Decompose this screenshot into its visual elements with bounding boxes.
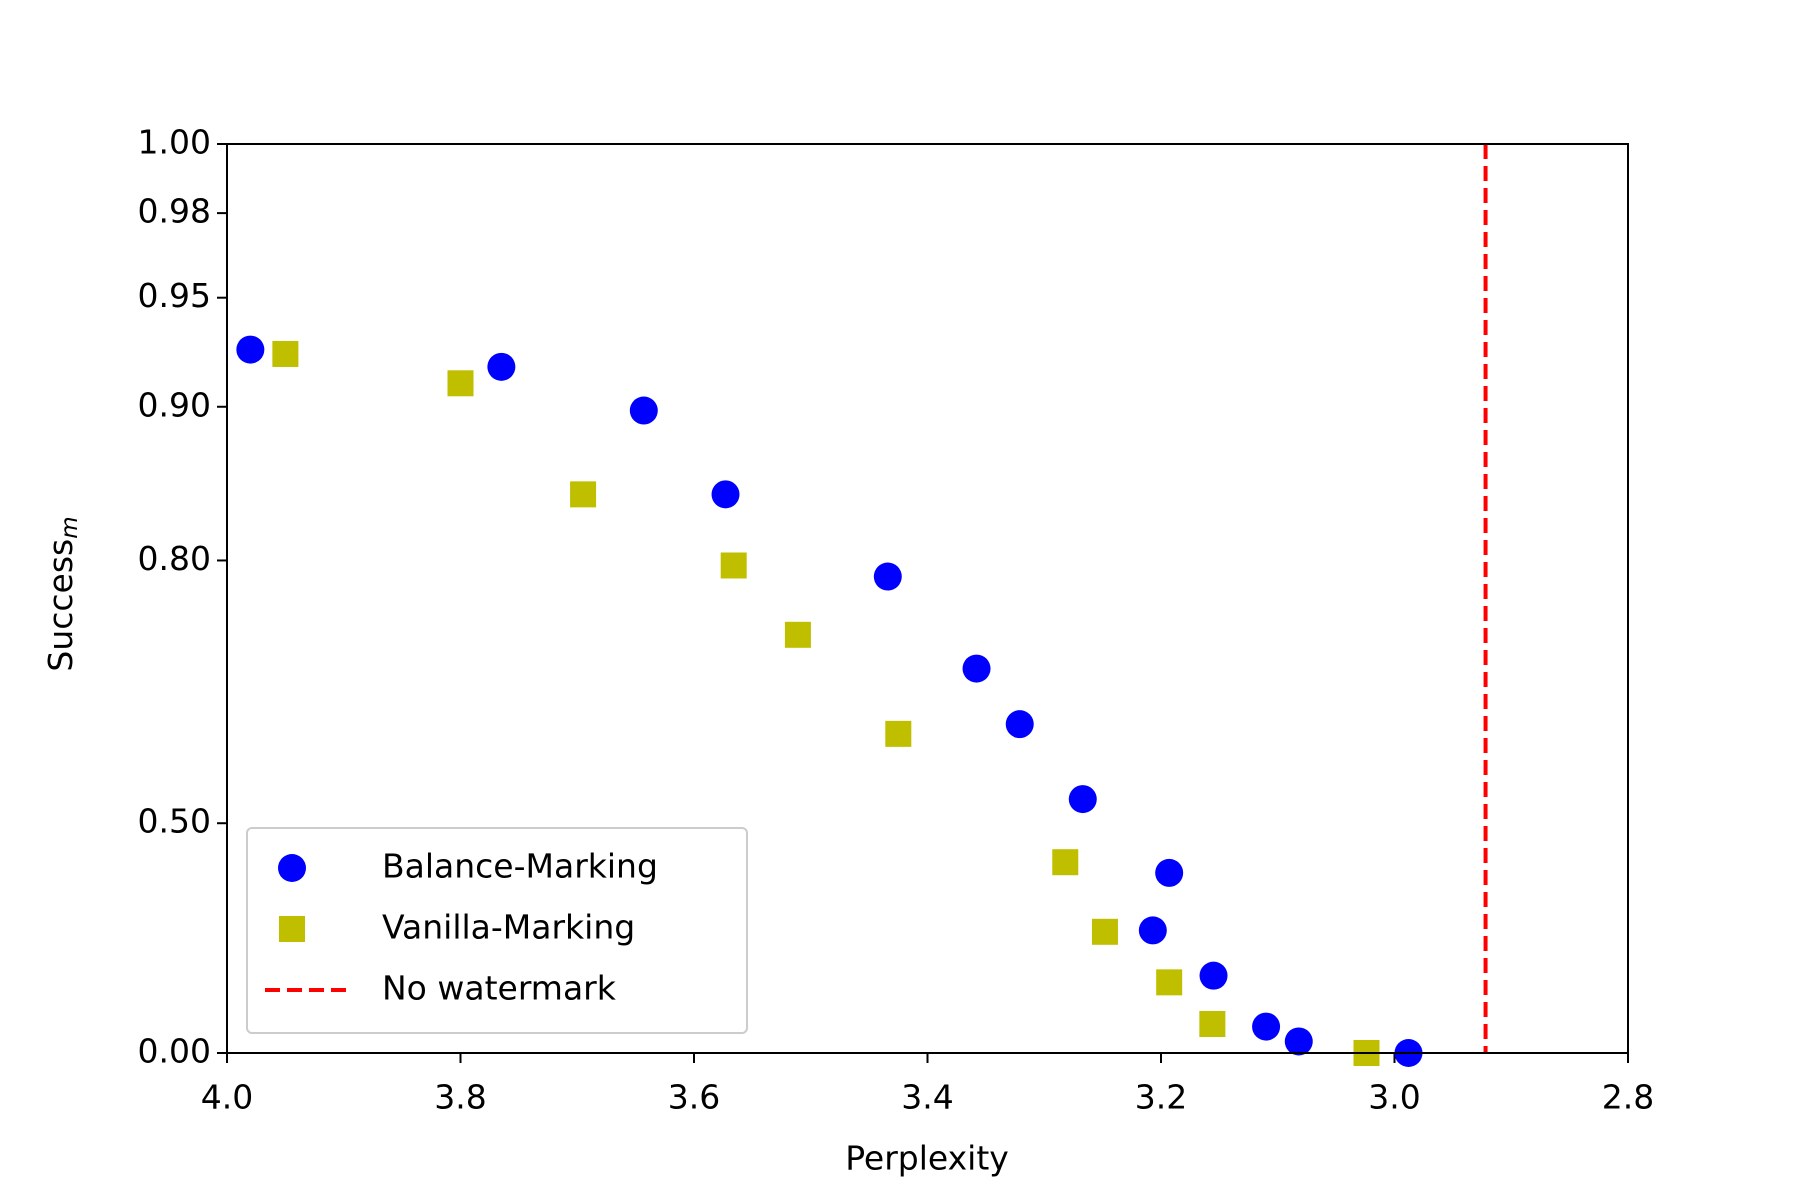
y-tick-label: 0.50 xyxy=(138,802,211,841)
y-axis-label-subscript: m xyxy=(57,516,83,538)
legend-box xyxy=(246,827,748,1034)
x-tick-label: 4.0 xyxy=(201,1078,253,1117)
data-point xyxy=(447,370,474,397)
data-point xyxy=(962,654,991,683)
data-point xyxy=(1199,1011,1226,1038)
legend-label: Vanilla-Marking xyxy=(382,908,635,947)
legend-label: Balance-Marking xyxy=(382,847,658,886)
data-point xyxy=(1252,1012,1281,1041)
data-point xyxy=(1052,849,1079,876)
data-point xyxy=(236,335,265,364)
data-point xyxy=(720,552,747,579)
data-point xyxy=(1138,916,1167,945)
y-tick-label: 0.98 xyxy=(138,192,211,231)
legend-marker xyxy=(279,916,305,942)
x-tick-label: 2.8 xyxy=(1602,1078,1654,1117)
x-tick-label: 3.2 xyxy=(1135,1078,1187,1117)
data-point xyxy=(1284,1027,1313,1056)
plot-frame xyxy=(226,143,1629,1054)
y-tick-label: 0.80 xyxy=(138,539,211,578)
data-point xyxy=(885,720,912,747)
y-axis-label-main: Success xyxy=(41,539,80,672)
y-tick-label: 0.00 xyxy=(138,1032,211,1071)
data-point xyxy=(711,480,740,509)
data-point xyxy=(784,621,811,648)
x-tick-label: 3.0 xyxy=(1368,1078,1420,1117)
legend-label: No watermark xyxy=(382,969,617,1008)
data-point xyxy=(1155,858,1184,887)
x-tick-label: 3.4 xyxy=(901,1078,953,1117)
legend-marker xyxy=(278,854,306,882)
data-point xyxy=(629,396,658,425)
data-point xyxy=(873,562,902,591)
data-point xyxy=(487,352,516,381)
x-tick-label: 3.6 xyxy=(668,1078,720,1117)
legend: Balance-Marking Vanilla-Marking No waterma… xyxy=(246,827,748,1034)
data-point xyxy=(1091,918,1118,945)
y-tick-label: 0.95 xyxy=(138,276,211,315)
y-tick-label: 1.00 xyxy=(138,123,211,162)
y-tick-label: 0.90 xyxy=(138,385,211,424)
data-point xyxy=(272,340,299,367)
x-tick-label: 3.8 xyxy=(434,1078,486,1117)
data-point xyxy=(1005,710,1034,739)
data-point xyxy=(1199,961,1228,990)
y-axis-label: Successm xyxy=(41,516,83,671)
data-point xyxy=(1156,969,1183,996)
data-point xyxy=(570,481,597,508)
data-point xyxy=(1068,785,1097,814)
x-axis-label: Perplexity xyxy=(845,1139,1009,1178)
